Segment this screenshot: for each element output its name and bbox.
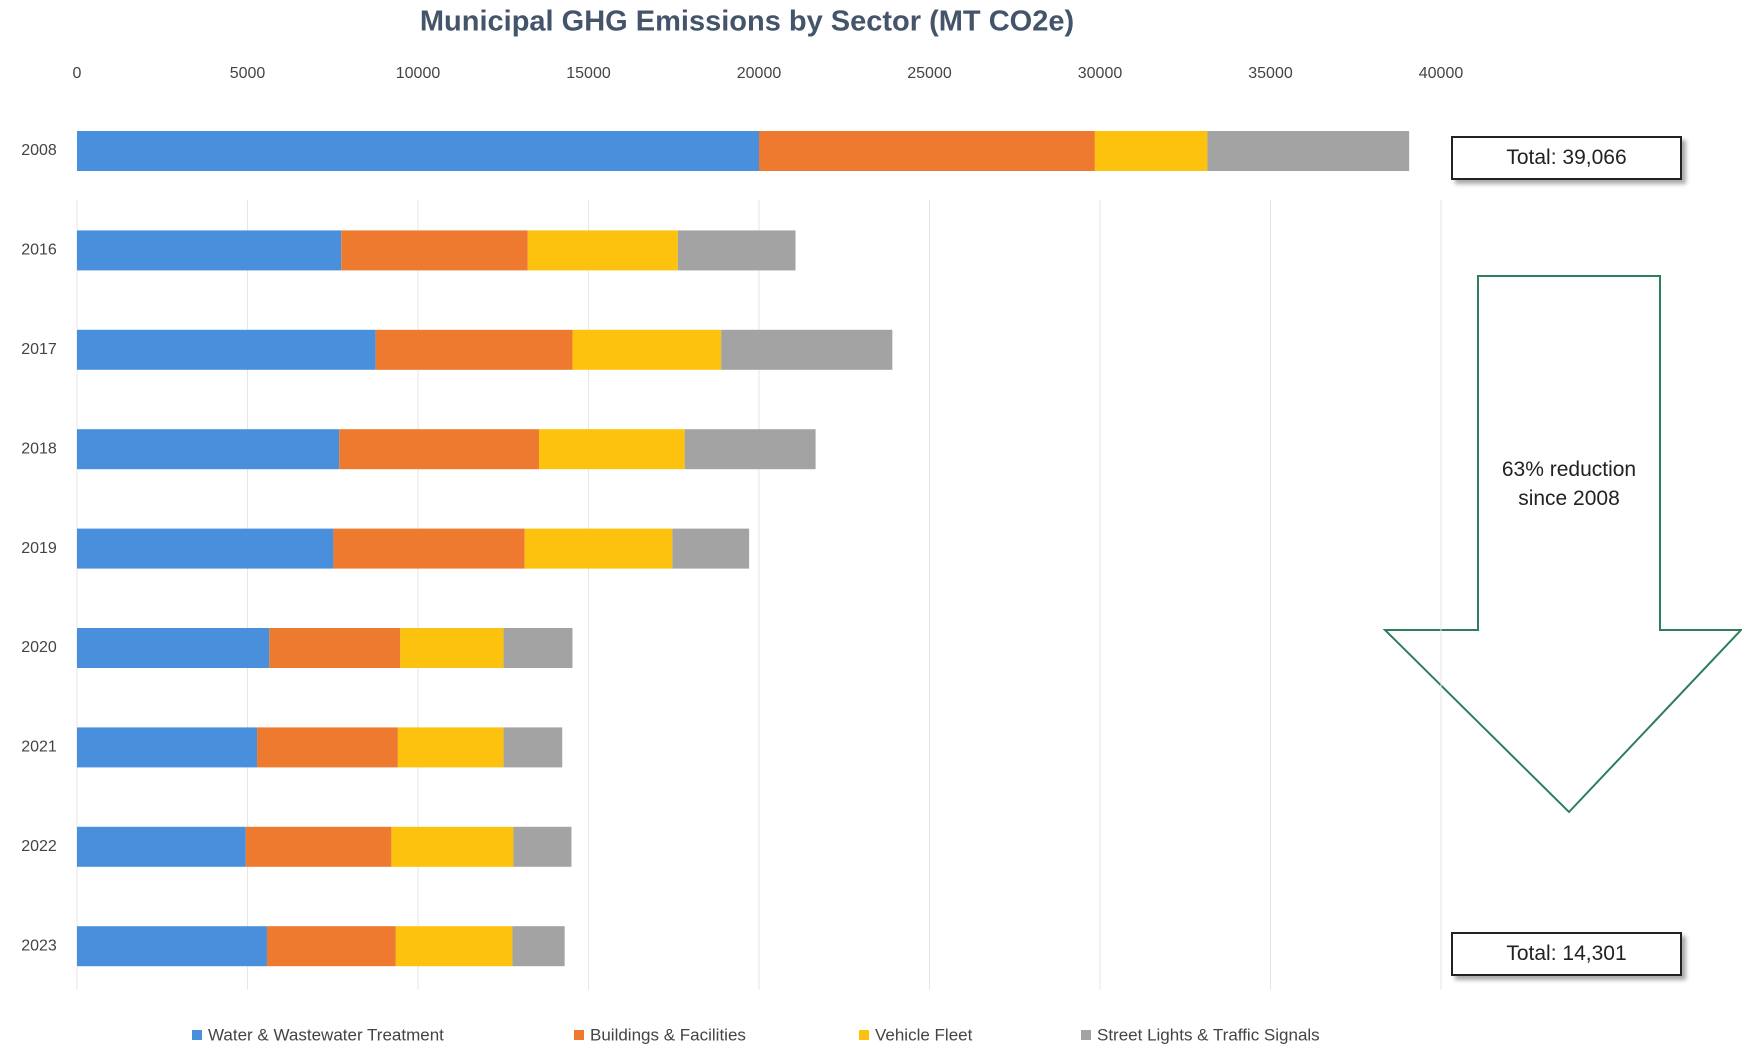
x-tick-label: 25000 [907, 65, 952, 82]
reduction-note: 63% reduction since 2008 [1501, 458, 1637, 510]
bar-segment [333, 528, 525, 569]
y-tick-label: 2021 [21, 739, 57, 756]
bar-segment [572, 329, 722, 370]
y-tick-label: 2022 [21, 838, 57, 855]
legend-label: Water & Wastewater Treatment [208, 1025, 444, 1044]
bar-segment [269, 628, 401, 668]
legend-swatch [574, 1030, 584, 1040]
bar-segment [677, 230, 796, 271]
legend-swatch [859, 1030, 869, 1040]
x-tick-label: 20000 [737, 65, 782, 82]
bar-segment [77, 528, 334, 569]
legend-label: Vehicle Fleet [875, 1025, 973, 1044]
x-tick-label: 40000 [1419, 65, 1464, 82]
bar-segment [245, 826, 392, 867]
down-arrow [1382, 275, 1742, 814]
bar-segment [395, 926, 513, 967]
y-tick-label: 2019 [21, 540, 57, 557]
chart-title: Municipal GHG Emissions by Sector (MT CO… [420, 6, 1074, 38]
y-tick-label: 2017 [21, 341, 57, 358]
bar-segment [77, 429, 340, 470]
bar-segment [397, 727, 504, 768]
y-tick-label: 2008 [21, 142, 57, 159]
bar-segment [1207, 131, 1410, 171]
total-box: Total: 39,066 [1451, 136, 1682, 180]
bar-segment [77, 131, 759, 171]
y-tick-label: 2016 [21, 242, 57, 259]
bar-segment [503, 628, 573, 668]
bar-segment [77, 727, 258, 768]
x-tick-label: 5000 [230, 65, 266, 82]
y-tick-label: 2020 [21, 639, 57, 656]
x-tick-label: 15000 [566, 65, 611, 82]
bar-segment [77, 628, 270, 668]
bar-segment [400, 628, 504, 668]
bar-segment [341, 230, 528, 271]
x-tick-label: 30000 [1078, 65, 1123, 82]
bar-segment [266, 926, 396, 967]
bar-segment [1094, 131, 1208, 171]
x-tick-label: 0 [73, 65, 82, 82]
bar-segment [513, 826, 572, 867]
legend-label: Street Lights & Traffic Signals [1097, 1025, 1320, 1044]
bar-segment [672, 528, 750, 569]
legend-label: Buildings & Facilities [590, 1025, 746, 1044]
legend-swatch [1081, 1030, 1091, 1040]
bar-segment [721, 329, 893, 370]
bar-segment [375, 329, 573, 370]
legend-swatch [192, 1030, 202, 1040]
bar-segment [539, 429, 685, 470]
y-tick-label: 2023 [21, 937, 57, 954]
bar-segment [77, 826, 246, 867]
bar-segment [77, 329, 376, 370]
bar-segment [684, 429, 816, 470]
bar-segment [77, 926, 267, 967]
bar-segment [77, 230, 342, 271]
x-tick-label: 35000 [1248, 65, 1293, 82]
y-tick-label: 2018 [21, 440, 57, 457]
bar-segment [339, 429, 540, 470]
x-tick-label: 10000 [396, 65, 441, 82]
bar-segment [759, 131, 1095, 171]
bar-segment [257, 727, 398, 768]
bar-segment [503, 727, 563, 768]
bar-segment [524, 528, 673, 569]
bar-segment [512, 926, 565, 967]
bar-segment [527, 230, 678, 271]
bar-segment [391, 826, 514, 867]
total-box: Total: 14,301 [1451, 932, 1682, 976]
